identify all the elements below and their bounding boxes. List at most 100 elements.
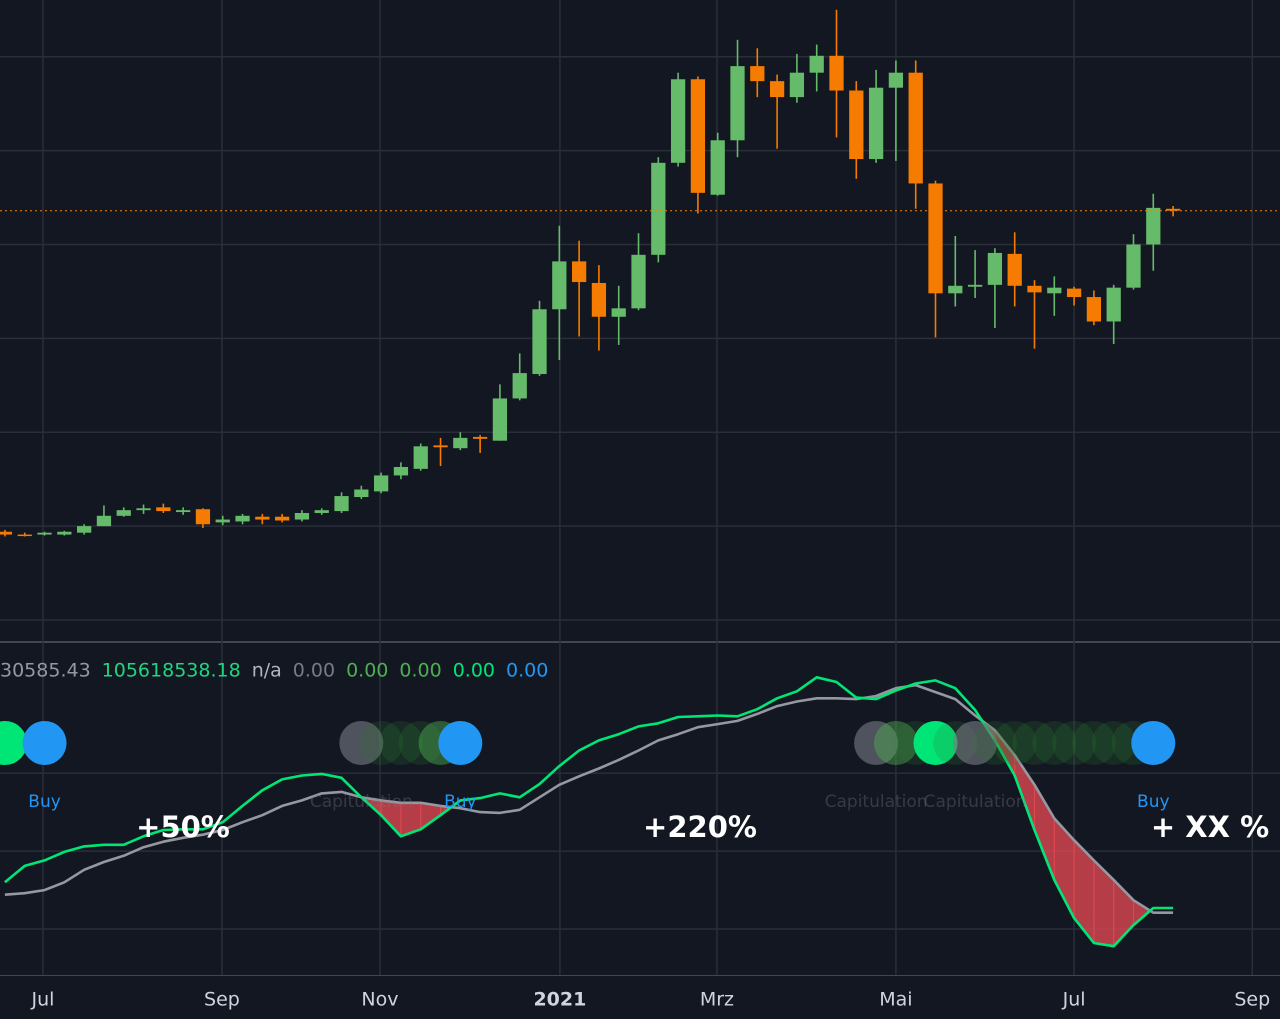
- candle-body: [987, 252, 1003, 285]
- candle-body: [235, 515, 250, 522]
- signal-dot: [438, 721, 483, 765]
- candle-body: [532, 309, 547, 375]
- candle-body: [908, 72, 923, 184]
- indicator-value: 30585.43: [0, 660, 91, 682]
- candle-body: [413, 446, 428, 469]
- candle-body: [374, 475, 389, 492]
- candle-body: [77, 526, 92, 533]
- candle-body: [136, 508, 151, 511]
- candle-body: [17, 534, 32, 537]
- candle-body: [354, 489, 369, 498]
- candle-body: [670, 79, 686, 163]
- candle-body: [1126, 244, 1141, 288]
- candle-body: [1146, 207, 1161, 245]
- signal-dot: [873, 721, 918, 765]
- signal-dot: [1012, 721, 1057, 765]
- signal-dot: [359, 721, 404, 765]
- candle-body: [1007, 253, 1022, 286]
- candle-body: [1165, 208, 1181, 211]
- candle-body: [829, 55, 844, 91]
- candle-body: [849, 90, 864, 160]
- x-tick-label: Jul: [30, 989, 54, 1011]
- candle-body: [769, 81, 785, 98]
- gain-annotation: +50%: [136, 810, 230, 844]
- x-tick-label: Mai: [879, 989, 912, 1011]
- indicator-line: [4, 676, 1174, 948]
- candle-body: [571, 261, 587, 283]
- signal-dot: [0, 721, 27, 765]
- candle-body: [750, 66, 765, 82]
- candle-body: [1086, 297, 1102, 322]
- gain-annotation: + XX %: [1151, 810, 1269, 844]
- candle-body: [314, 510, 329, 513]
- candle-body: [96, 515, 112, 527]
- signal-label: Buy: [28, 792, 61, 812]
- candle-body: [690, 79, 706, 193]
- candle-body: [789, 72, 805, 98]
- signal-dot: [953, 721, 998, 765]
- signal-dot: [22, 721, 67, 765]
- candle-body: [611, 308, 626, 317]
- signal-dot: [1131, 721, 1176, 765]
- candle-body: [453, 437, 468, 449]
- signal-dot: [1071, 721, 1116, 765]
- signal-dot: [972, 721, 1017, 765]
- candle-body: [710, 140, 725, 195]
- indicator-value: n/a: [252, 660, 282, 682]
- candle-body: [492, 398, 508, 441]
- x-tick-label: 2021: [533, 989, 586, 1011]
- signal-label: Buy: [1137, 792, 1170, 812]
- signal-dot: [1032, 721, 1077, 765]
- signal-dot: [378, 721, 423, 765]
- candle-body: [552, 261, 567, 310]
- candle-body: [948, 285, 963, 294]
- indicator-value: 0.00: [506, 660, 548, 682]
- candle-body: [156, 507, 171, 512]
- candle-body: [868, 87, 884, 160]
- candle-body: [1027, 285, 1042, 293]
- x-tick-label: Sep: [204, 989, 240, 1011]
- signal-dot: [398, 721, 443, 765]
- candle-body: [433, 445, 448, 448]
- candle-body: [651, 162, 666, 255]
- candle-body: [888, 72, 904, 88]
- candle-body: [57, 531, 72, 535]
- indicator-value: 0.00: [399, 660, 441, 682]
- candle-body: [116, 510, 131, 516]
- signal-label: Capitulation: [825, 792, 928, 812]
- candle-body: [255, 516, 270, 520]
- candle-body: [215, 519, 230, 523]
- indicator-value: 0.00: [346, 660, 388, 682]
- indicator-value: 105618538.18: [102, 660, 241, 682]
- candle-body: [37, 532, 52, 535]
- candle-body: [393, 466, 409, 476]
- signal-dot: [854, 721, 899, 765]
- candle-body: [275, 516, 290, 521]
- candle-body: [591, 282, 607, 317]
- candle-body: [1047, 287, 1062, 294]
- candle-body: [809, 55, 824, 73]
- candle-body: [0, 531, 13, 535]
- indicator-value: 0.00: [293, 660, 335, 682]
- candle-body: [730, 66, 745, 141]
- signal-dot: [992, 721, 1037, 765]
- candle-body: [928, 183, 943, 294]
- signal-label: Capitulation: [310, 792, 413, 812]
- gain-annotation: +220%: [643, 810, 757, 844]
- candle-body: [1066, 288, 1082, 298]
- candle-body: [512, 373, 527, 399]
- candle-body: [176, 510, 191, 513]
- signal-label: Buy: [444, 792, 477, 812]
- candle-body: [334, 496, 349, 512]
- signal-dot: [1052, 721, 1097, 765]
- x-tick-label: Nov: [361, 989, 398, 1011]
- candle-body: [472, 436, 488, 439]
- candle-body: [195, 509, 211, 525]
- indicator-value: 0.00: [453, 660, 495, 682]
- candle-body: [294, 512, 310, 520]
- x-tick-label: Jul: [1062, 989, 1086, 1011]
- signal-dot: [339, 721, 384, 765]
- candle-body: [1106, 287, 1121, 322]
